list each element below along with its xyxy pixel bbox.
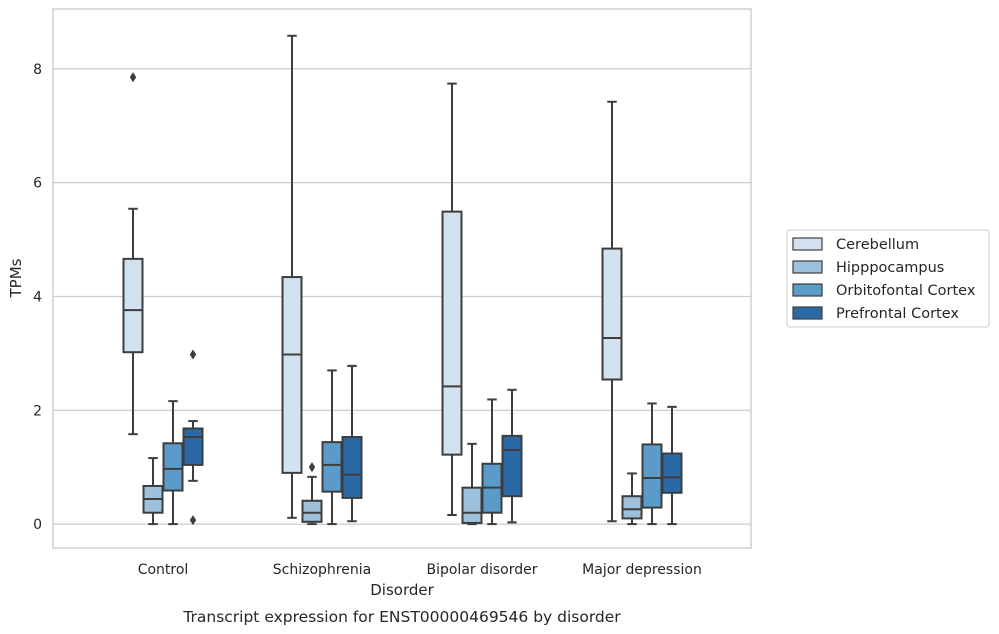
y-tick-label-2: 2 — [33, 403, 42, 419]
legend-frame — [786, 229, 990, 328]
box-iqr — [461, 486, 483, 524]
box-hipppocampus-schizophrenia — [301, 462, 323, 526]
legend-item-cerebellum: Cerebellum — [792, 237, 919, 253]
box-iqr — [501, 434, 523, 498]
box-iqr — [301, 499, 323, 523]
legend-item-orbitofontal-cortex: Orbitofontal Cortex — [792, 283, 976, 299]
y-axis-label: TPMs — [7, 258, 25, 298]
box-iqr — [321, 441, 343, 493]
x-tick-label-major-depression: Major depression — [582, 562, 702, 578]
legend-swatch — [792, 283, 823, 297]
y-tick-label-6: 6 — [33, 176, 42, 192]
x-tick-label-schizophrenia: Schizophrenia — [273, 562, 371, 578]
box-iqr — [182, 427, 204, 466]
legend-swatch — [792, 260, 823, 274]
outlier-point-0 — [308, 462, 316, 473]
box-prefrontal-cortex-schizophrenia — [341, 364, 363, 523]
box-iqr — [601, 247, 623, 381]
box-cerebellum-schizophrenia — [281, 34, 303, 519]
y-tick-label-4: 4 — [33, 289, 42, 305]
box-iqr — [441, 210, 463, 456]
box-iqr — [621, 495, 643, 520]
legend-label: Prefrontal Cortex — [836, 306, 959, 322]
outlier-point-1 — [189, 515, 197, 526]
legend-item-hipppocampus: Hipppocampus — [792, 260, 944, 276]
legend-swatch — [792, 306, 823, 320]
legend-item-prefrontal-cortex: Prefrontal Cortex — [792, 306, 959, 322]
box-iqr — [122, 257, 144, 354]
box-prefrontal-cortex-control — [182, 349, 204, 526]
box-prefrontal-cortex-major-depression — [661, 405, 683, 526]
box-iqr — [641, 443, 663, 509]
box-cerebellum-bipolar-disorder — [441, 82, 463, 516]
outlier-point-0 — [189, 349, 197, 360]
box-cerebellum-major-depression — [601, 100, 623, 523]
legend-label: Cerebellum — [836, 237, 919, 253]
chart-caption: Transcript expression for ENST0000046954… — [182, 608, 621, 626]
x-axis-ticks: Control Schizophrenia Bipolar disorder Majo… — [138, 562, 702, 578]
box-iqr — [281, 276, 303, 474]
x-tick-label-control: Control — [138, 562, 189, 578]
x-tick-label-bipolar-disorder: Bipolar disorder — [426, 562, 537, 578]
box-prefrontal-cortex-bipolar-disorder — [501, 388, 523, 524]
x-axis-label: Disorder — [370, 581, 434, 599]
box-iqr — [162, 442, 184, 492]
box-orbitofontal-cortex-control — [162, 400, 184, 526]
box-groups — [122, 34, 683, 526]
y-axis-ticks: 0 2 4 6 8 — [33, 62, 42, 533]
box-iqr — [661, 452, 683, 494]
legend-swatch — [792, 237, 823, 251]
y-tick-label-8: 8 — [33, 62, 42, 78]
box-iqr — [341, 436, 363, 499]
outlier-point-0 — [129, 72, 137, 83]
legend-label: Orbitofontal Cortex — [836, 283, 976, 299]
legend: Cerebellum Hipppocampus Orbitofontal Corte… — [786, 229, 990, 328]
y-tick-label-0: 0 — [33, 517, 42, 533]
box-hipppocampus-control — [142, 457, 164, 526]
plot-frame — [52, 8, 752, 549]
legend-label: Hipppocampus — [836, 260, 944, 276]
box-cerebellum-control — [122, 72, 144, 436]
